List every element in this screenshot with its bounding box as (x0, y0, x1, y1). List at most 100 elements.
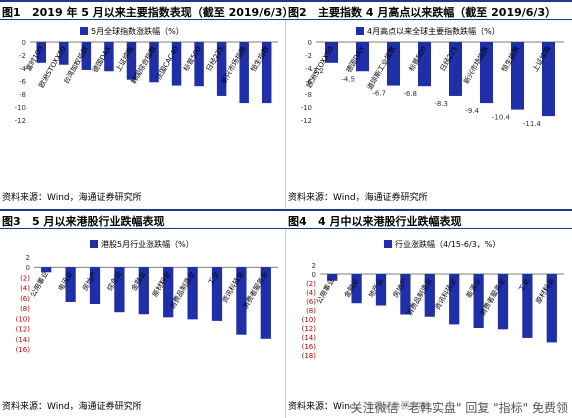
x-tick-label: 公用事业 (314, 277, 336, 306)
y-tick-label: (12) (302, 325, 317, 333)
legend-label: 港股5月行业涨跌幅（%） (101, 239, 194, 249)
bar (327, 274, 338, 281)
bar (324, 42, 339, 63)
bar (171, 42, 182, 86)
bar (236, 267, 247, 335)
bar (479, 42, 494, 104)
y-tick-label: 0 (312, 271, 316, 279)
bar (211, 267, 223, 321)
y-tick-label: (4) (20, 285, 30, 293)
source-note: 资料来源：Wind，海通证券研究所 (288, 193, 428, 203)
y-tick-label: (8) (20, 305, 30, 313)
figure-4-header: 图4 4 月中以来港股行业跌幅表现 (286, 209, 572, 229)
bar (541, 42, 556, 117)
bar (65, 267, 76, 302)
data-label: -6.7 (372, 90, 386, 98)
data-label: -9.4 (465, 107, 479, 115)
y-tick-label: -10 (301, 104, 312, 112)
bar (375, 274, 387, 306)
figure-1-header: 图1 2019 年 5 月以来主要指数表现（截至 2019/6/3） (0, 0, 294, 20)
y-tick-label: -10 (15, 104, 26, 112)
figure-1: 图1 2019 年 5 月以来主要指数表现（截至 2019/6/3） 5月全球指… (0, 0, 294, 209)
bar-chart: 5月全球指数涨跌幅（%）0-2-4-6-8-10-12富时100欧洲STOXX5… (15, 26, 278, 125)
bar (510, 42, 525, 110)
bar (89, 267, 101, 305)
legend-swatch (90, 240, 98, 248)
y-tick-label: (10) (16, 315, 31, 323)
bar (260, 267, 271, 339)
figure-1-chart: 5月全球指数涨跌幅（%） 0 -2 -4 -6 -8 -10 -12 富时100 欧洲STOXX5… (0, 20, 286, 185)
figure-title: 5 月以来港股行业跌幅表现 (32, 215, 165, 228)
watermark: 关注微信 "老韩实盘" 回复 "指标" 免费领 (350, 399, 568, 416)
bar (41, 267, 52, 273)
figure-2-header: 图2 主要指数 4 月高点以来跌幅（截至 2019/6/3） (286, 0, 572, 20)
y-tick-label: (2) (306, 280, 316, 288)
y-tick-label: (14) (302, 334, 317, 342)
bar (194, 42, 204, 87)
figure-2-chart: 4月高点以来全球主要指数跌幅（%） 0 -2 -4 -6 -8 -10 -12 -3.2 欧洲ST… (286, 20, 572, 185)
figure-number: 图1 (2, 6, 21, 19)
bar (417, 42, 432, 87)
y-tick-label: 2 (26, 254, 30, 262)
bar (59, 42, 69, 65)
source-note: 资料来源：Wind，海通证券研究所 (2, 193, 142, 203)
figure-title: 2019 年 5 月以来主要指数表现（截至 2019/6/3） (32, 6, 294, 19)
source-note: 资料来源：Wind，海通证券研究所 (2, 402, 142, 412)
y-tick-label: 0 (308, 39, 312, 47)
y-tick-label: -4 (19, 65, 27, 73)
figure-2: 图2 主要指数 4 月高点以来跌幅（截至 2019/6/3） 4月高点以来全球主… (286, 0, 572, 209)
bar-chart: 4月高点以来全球主要指数跌幅（%）0-2-4-6-8-10-12-3.2欧洲ST… (301, 26, 564, 128)
bar (546, 274, 557, 343)
bar (138, 267, 149, 315)
bar (126, 42, 137, 80)
bar (355, 42, 370, 72)
y-tick-label: -6 (305, 78, 313, 86)
bar (104, 42, 114, 72)
bar (239, 42, 249, 104)
bar-chart: 行业涨跌幅（4/15-6/3，%）20(2)(4)(6)(8)(10)(12)(… (302, 239, 564, 360)
bar (187, 267, 198, 320)
y-tick-label: (16) (302, 343, 317, 351)
bar (81, 42, 92, 70)
bar (149, 42, 159, 83)
y-tick-label: (8) (306, 307, 316, 315)
y-tick-label: -12 (15, 117, 26, 125)
bar (386, 42, 401, 86)
y-tick-label: 2 (312, 262, 316, 270)
y-tick-label: (12) (16, 326, 31, 334)
y-tick-label: (6) (306, 298, 316, 306)
bar (473, 274, 484, 328)
y-tick-label: (14) (16, 336, 31, 344)
bar (449, 274, 460, 325)
figure-number: 图3 (2, 215, 21, 228)
y-tick-label: (4) (306, 289, 316, 297)
bar (36, 42, 47, 63)
figure-number: 图4 (288, 215, 307, 228)
figure-3: 图3 5 月以来港股行业跌幅表现 港股5月行业涨跌幅（%） 2 0 (2) (4) (6)… (0, 209, 286, 418)
bar (448, 42, 463, 96)
y-tick-label: (10) (302, 316, 317, 324)
legend-swatch (384, 240, 392, 248)
legend-label: 4月高点以来全球主要指数跌幅（%） (367, 26, 500, 36)
bar (261, 42, 272, 104)
bar (163, 267, 174, 318)
bar (497, 274, 509, 330)
legend-label: 行业涨跌幅（4/15-6/3，%） (395, 239, 500, 249)
figure-title: 4 月中以来港股行业跌幅表现 (318, 215, 462, 228)
y-tick-label: 0 (26, 264, 30, 272)
y-tick-label: (6) (20, 295, 30, 303)
y-tick-label: -8 (305, 91, 312, 99)
y-tick-label: (2) (20, 274, 30, 282)
data-label: -11.4 (523, 120, 542, 128)
figure-4: 图4 4 月中以来港股行业跌幅表现 行业涨跌幅（4/15-6/3，%） 2 0 (2)… (286, 209, 572, 418)
data-label: -6.8 (403, 90, 417, 98)
bar (522, 274, 533, 338)
bar (400, 274, 411, 315)
figure-number: 图2 (288, 6, 307, 19)
legend-label: 5月全球指数涨跌幅（%） (91, 26, 184, 36)
x-tick-label: 公用事业 (28, 270, 50, 299)
bar (114, 267, 125, 313)
legend-swatch (80, 27, 88, 35)
data-label: -10.4 (492, 114, 511, 122)
data-label: -8.3 (434, 100, 448, 108)
